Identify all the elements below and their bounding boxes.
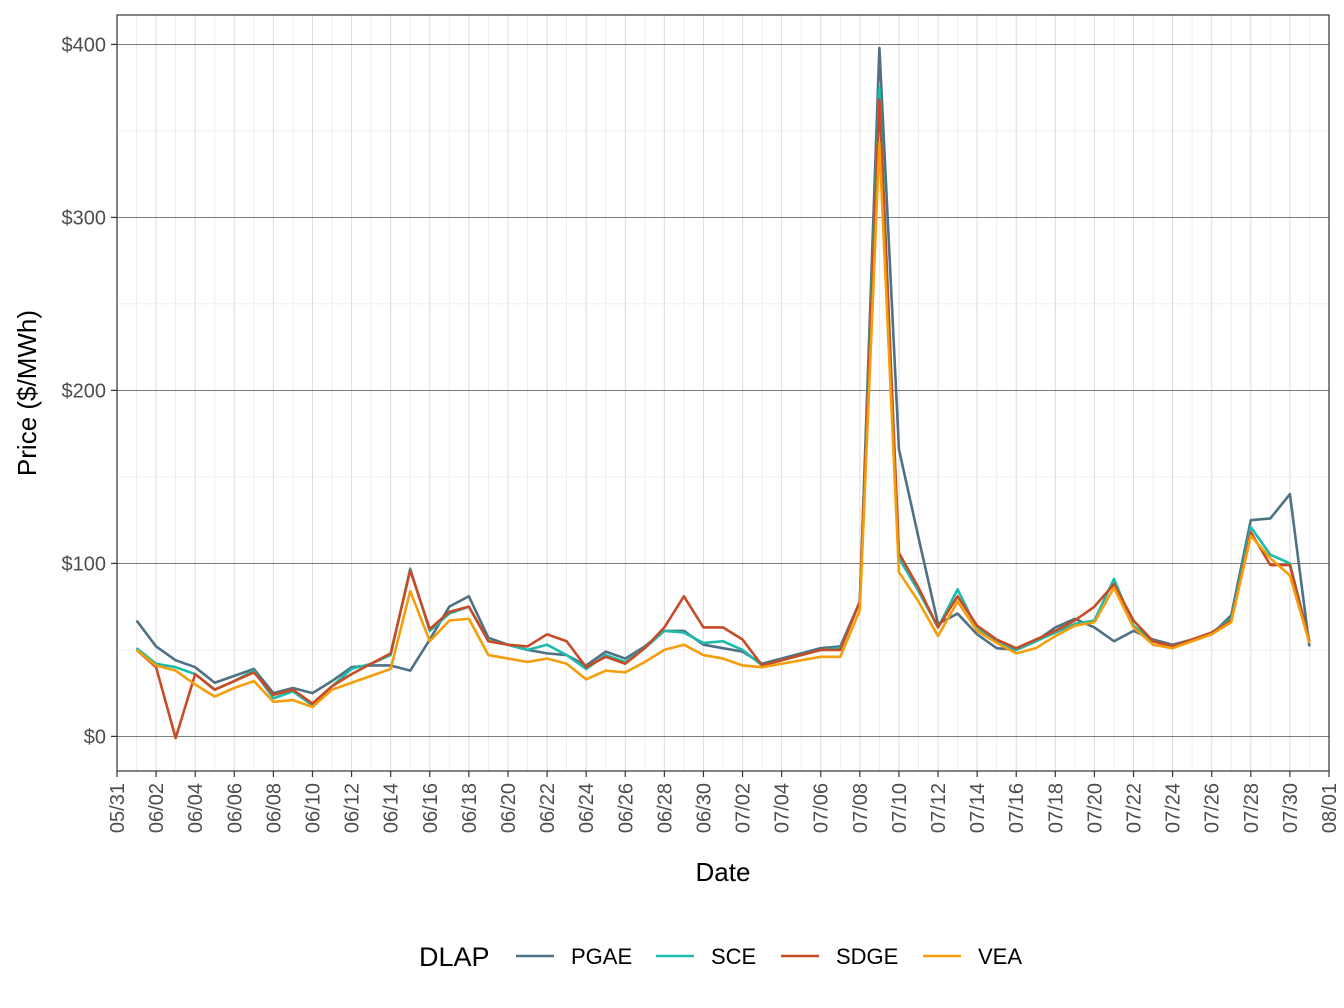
series-line-sdge xyxy=(135,98,1311,740)
x-tick-label: 07/10 xyxy=(889,783,911,833)
x-tick-label: 07/24 xyxy=(1163,783,1185,833)
y-tick-label: $200 xyxy=(62,380,107,402)
x-tick-label: 06/24 xyxy=(576,783,598,833)
x-tick-label: 06/14 xyxy=(381,783,403,833)
x-axis-title: Date xyxy=(696,857,751,887)
x-tick-label: 06/28 xyxy=(654,783,676,833)
legend-label-vea: VEA xyxy=(978,944,1022,969)
series-line-vea xyxy=(135,141,1311,709)
x-tick-label: 05/31 xyxy=(107,783,129,833)
x-axis: 05/31 06/02 06/04 06/06 06/08 06/10 06/12 06/14… xyxy=(107,771,1341,833)
x-tick-label: 06/30 xyxy=(693,783,715,833)
x-tick-label: 06/10 xyxy=(302,783,324,833)
series-lines xyxy=(135,46,1311,740)
series-line-pgae xyxy=(135,46,1311,695)
x-tick-label: 06/04 xyxy=(185,783,207,833)
x-tick-label: 07/08 xyxy=(850,783,872,833)
x-tick-label: 07/02 xyxy=(733,783,755,833)
x-tick-label: 06/22 xyxy=(537,783,559,833)
y-axis-title: Price ($/MWh) xyxy=(12,310,42,476)
x-tick-label: 07/30 xyxy=(1280,783,1302,833)
legend-label-sce: SCE xyxy=(711,944,756,969)
x-tick-label: 07/22 xyxy=(1124,783,1146,833)
plot-panel-border xyxy=(116,14,1330,772)
y-axis: $0 $100 $200 $300 $400 xyxy=(62,34,117,748)
y-tick-label: $300 xyxy=(62,207,107,229)
legend-title: DLAP xyxy=(419,942,490,972)
x-tick-label: 06/02 xyxy=(146,783,168,833)
x-tick-label: 07/16 xyxy=(1006,783,1028,833)
x-tick-label: 07/18 xyxy=(1045,783,1067,833)
x-tick-label: 06/26 xyxy=(615,783,637,833)
y-tick-label: $100 xyxy=(62,553,107,575)
x-tick-label: 08/01 xyxy=(1319,783,1341,833)
x-tick-label: 07/12 xyxy=(928,783,950,833)
legend-label-sdge: SDGE xyxy=(836,944,898,969)
x-tick-label: 06/06 xyxy=(224,783,246,833)
x-tick-label: 06/12 xyxy=(342,783,364,833)
x-tick-label: 07/14 xyxy=(967,783,989,833)
x-tick-label: 06/16 xyxy=(420,783,442,833)
x-tick-label: 07/06 xyxy=(811,783,833,833)
y-tick-label: $0 xyxy=(84,726,106,748)
x-tick-label: 06/18 xyxy=(459,783,481,833)
x-tick-label: 07/20 xyxy=(1084,783,1106,833)
legend: DLAP PGAE SCE SDGE VEA xyxy=(419,942,1022,972)
x-tick-label: 06/20 xyxy=(498,783,520,833)
x-tick-label: 07/04 xyxy=(772,783,794,833)
y-tick-label: $400 xyxy=(62,34,107,56)
x-tick-label: 07/28 xyxy=(1241,783,1263,833)
x-tick-label: 06/08 xyxy=(263,783,285,833)
x-tick-label: 07/26 xyxy=(1202,783,1224,833)
legend-label-pgae: PGAE xyxy=(571,944,632,969)
